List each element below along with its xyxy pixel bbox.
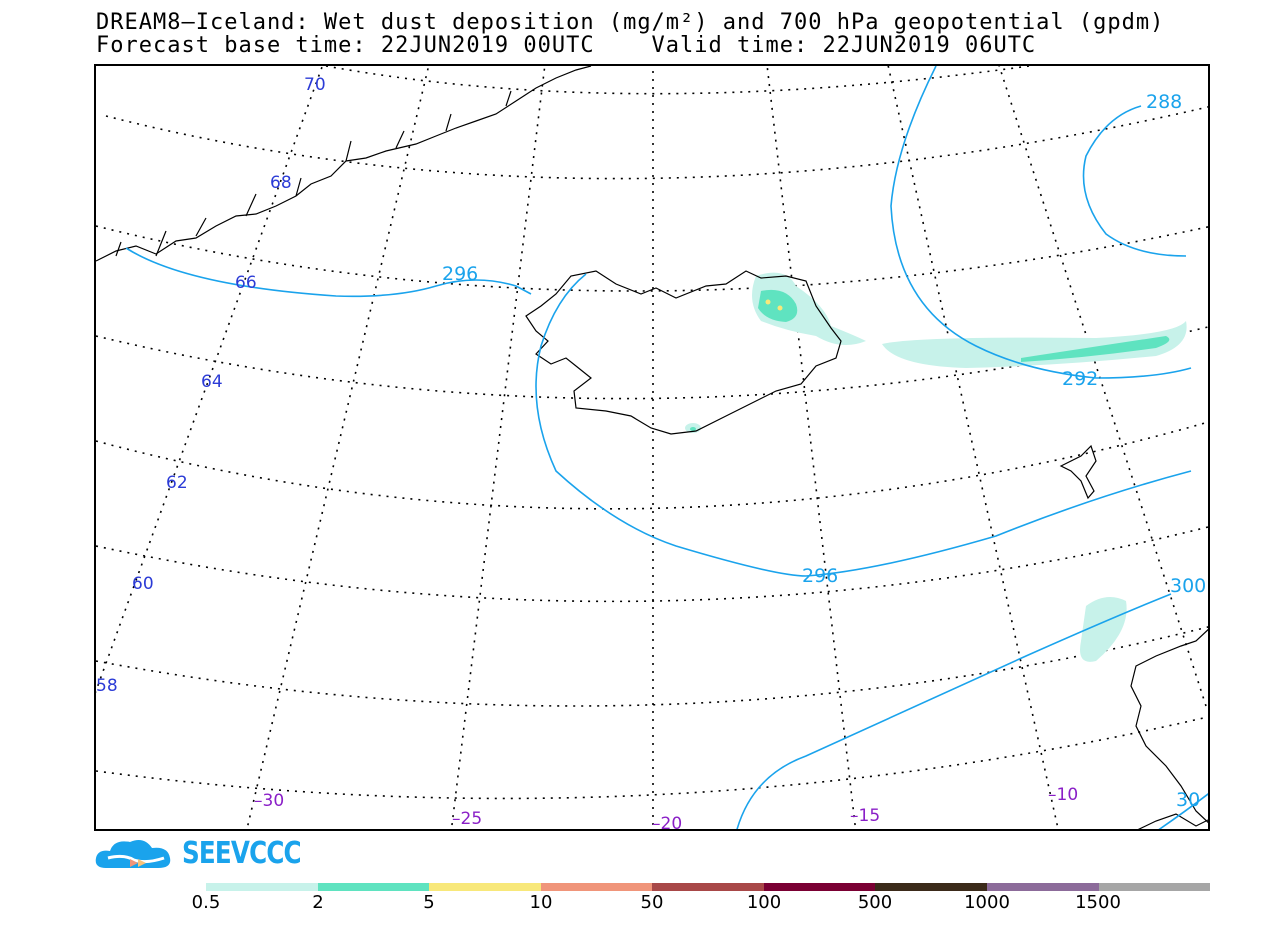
map-canvas: 70 68 66 64 62 60 58 –30 –25 –20 –15 –10…	[96, 66, 1208, 831]
seevccc-cloud-icon	[95, 840, 171, 868]
map-frame[interactable]: 70 68 66 64 62 60 58 –30 –25 –20 –15 –10…	[94, 64, 1210, 831]
lat-label-58: 58	[96, 676, 118, 696]
lat-label-68: 68	[270, 173, 292, 193]
legend-tick-label: 10	[529, 892, 553, 913]
contour-label-296-south: 296	[802, 565, 838, 587]
legend-tick-label: 1500	[1075, 892, 1121, 913]
map-title: DREAM8–Iceland: Wet dust deposition (mg/…	[96, 10, 1165, 35]
lat-label-66: 66	[235, 273, 257, 293]
graticule-longitudes	[96, 66, 1207, 829]
legend-bin-6	[763, 883, 876, 891]
contour-label-300: 300	[1170, 575, 1206, 597]
legend-bin-1	[206, 883, 318, 891]
lat-label-60: 60	[132, 574, 154, 594]
legend-bin-3	[429, 883, 541, 891]
contour-label-292: 292	[1062, 368, 1098, 390]
lat-label-70: 70	[304, 75, 326, 95]
legend-tick-label: 50	[640, 892, 664, 913]
legend-tick-label: 1000	[964, 892, 1010, 913]
legend-bin-5	[652, 883, 764, 891]
legend-tick-label: 500	[857, 892, 893, 913]
legend-tick-label: 5	[423, 892, 435, 913]
lat-label-62: 62	[166, 473, 188, 493]
lon-label-15w: –15	[850, 806, 880, 826]
contour-label-296-west: 296	[442, 263, 478, 285]
contour-labels: 296 296 292 288 300 30	[442, 91, 1206, 811]
legend-bin-8	[986, 883, 1099, 891]
lat-label-64: 64	[201, 372, 223, 392]
map-time-info: Forecast base time: 22JUN2019 00UTC Vali…	[96, 33, 1037, 58]
legend-tick-label: 2	[312, 892, 324, 913]
seevccc-logo-text: SEEVCCC	[182, 836, 302, 871]
contour-label-288: 288	[1146, 91, 1182, 113]
legend-bin-7	[875, 883, 987, 891]
dust-deposition-shading	[685, 272, 1187, 662]
lon-label-25w: –25	[452, 809, 482, 829]
coastlines	[96, 66, 1208, 829]
legend-tick-label: 0.5	[191, 892, 221, 913]
legend-bin-4	[540, 883, 653, 891]
lon-label-10w: –10	[1048, 785, 1078, 805]
longitude-labels: –30 –25 –20 –15 –10	[254, 785, 1078, 831]
contour-label-30: 30	[1176, 789, 1200, 811]
legend-tick-label: 100	[746, 892, 782, 913]
legend-colorbar	[206, 883, 1211, 891]
legend-bin-2	[317, 883, 430, 891]
latitude-labels: 70 68 66 64 62 60 58	[96, 75, 326, 696]
lon-label-30w: –30	[254, 791, 284, 811]
legend-bin-9	[1098, 883, 1211, 891]
lon-label-20w: –20	[652, 814, 682, 831]
geopotential-contours	[125, 66, 1208, 829]
